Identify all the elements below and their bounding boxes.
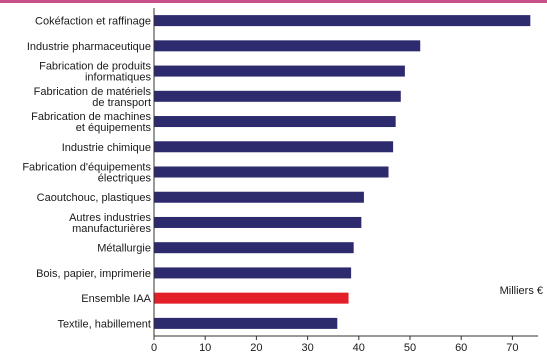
bars-layer [154,15,531,329]
x-tick-label: 10 [199,342,211,353]
category-labels: Cokéfaction et raffinage Industrie pharma… [22,16,151,331]
bar [154,216,362,228]
category-label: Fabrication de matériels de transport [34,86,152,109]
category-label: Ensemble IAA [81,293,151,305]
x-tick-label: 20 [250,342,262,353]
category-label-line: Industrie pharmaceutique [27,41,151,53]
category-label: Bois, papier, imprimerie [36,268,151,280]
bar [154,15,531,27]
category-label-line: Industrie chimique [62,142,151,154]
top-rule [0,0,547,3]
bar [154,191,364,203]
bar [154,65,405,77]
bar [154,166,389,178]
category-label-line: de transport [92,97,151,109]
bar [154,90,401,102]
bar [154,40,421,52]
category-label: Textile, habillement [57,318,151,330]
category-label: Cokéfaction et raffinage [35,16,151,28]
category-label-line: Ensemble IAA [81,293,151,305]
bar [154,242,354,254]
category-label-line: Fabrication de produits [39,61,151,73]
category-label-line: informatiques [85,72,152,84]
category-label: Industrie pharmaceutique [27,41,151,53]
bar [154,267,352,279]
category-label-line: et équipements [76,122,152,134]
category-label: Industrie chimique [62,142,151,154]
category-label-line: Bois, papier, imprimerie [36,268,151,280]
category-label-line: Cokéfaction et raffinage [35,16,151,28]
category-label-line: manufacturières [72,223,151,235]
category-label-line: Caoutchouc, plastiques [37,192,152,204]
category-label: Métallurgie [97,243,151,255]
category-label: Fabrication de produits informatiques [39,61,151,84]
category-label-line: Fabrication de machines [31,111,151,123]
x-tick-label: 60 [455,342,467,353]
x-tick-label: 0 [151,342,157,353]
unit-label: Milliers € [500,285,543,297]
category-label: Caoutchouc, plastiques [37,192,152,204]
bar [154,317,338,329]
category-label-line: Métallurgie [97,243,151,255]
category-label-line: Fabrication de matériels [34,86,152,98]
x-tick-label: 30 [301,342,313,353]
x-axis: 0 10 20 30 40 50 60 70 [151,8,538,353]
category-label: Fabrication d'équipements électriques [22,162,151,185]
category-label-line: Autres industries [69,212,151,224]
x-tick-label: 40 [353,342,365,353]
category-label-line: Fabrication d'équipements [22,162,151,174]
category-label-line: Textile, habillement [57,318,151,330]
bar [154,116,396,128]
category-label-line: électriques [98,173,152,185]
x-tick-label: 70 [506,342,518,353]
category-label: Fabrication de machines et équipements [31,111,151,134]
category-label: Autres industries manufacturières [69,212,151,235]
x-tick-label: 50 [404,342,416,353]
bar [154,141,394,153]
bar-highlight [154,292,349,304]
